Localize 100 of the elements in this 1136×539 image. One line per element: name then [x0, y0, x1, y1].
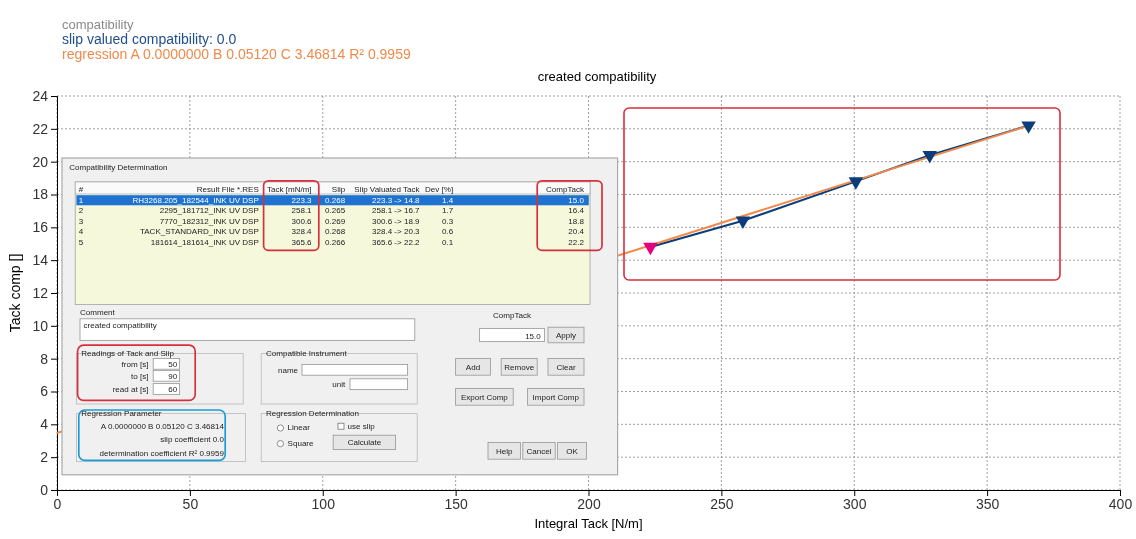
text: slip valued compatibility: 0.0	[62, 31, 237, 47]
text: compatibility	[62, 17, 135, 32]
point	[922, 150, 937, 164]
y-tick-label: 24	[32, 87, 49, 104]
y-axis-title: Tack comp []	[7, 253, 23, 333]
y-tick-label: 22	[32, 120, 49, 137]
annotation: 15.0	[525, 331, 542, 341]
y-tick-label: 14	[32, 252, 49, 269]
annotation: #	[78, 184, 84, 194]
y-tick-label: 4	[40, 416, 49, 433]
x-tick-label: 250	[710, 495, 734, 512]
x-tick-label: 0	[53, 495, 62, 512]
annotation: Slip	[331, 184, 346, 194]
annotation: 0.268	[325, 227, 346, 237]
annotation: 18.8	[568, 216, 585, 226]
annotation: Comment	[80, 308, 116, 318]
annotation: 5	[78, 237, 84, 247]
annotation: 15.0	[568, 196, 585, 205]
annotation: 365.6 -> 22.2	[372, 237, 421, 247]
y-tick-label: 12	[32, 284, 49, 301]
annotation: 20.4	[568, 227, 585, 237]
annotation: 2	[78, 206, 84, 216]
annotation: 300.6	[291, 216, 313, 226]
annotation: 1	[78, 196, 84, 205]
x-tick-label: 100	[311, 495, 336, 512]
annotation: 223.3 -> 14.8	[372, 196, 421, 205]
y-tick-label: 2	[40, 449, 49, 466]
chart-title: created compatibility	[537, 69, 657, 84]
y-tick-label: 16	[32, 219, 49, 236]
annotation: 3	[78, 216, 84, 226]
annotation: Regression Parameter	[81, 409, 162, 418]
annotation: Clear	[556, 362, 576, 372]
annotation: name	[278, 365, 299, 375]
annotation: 0.269	[325, 216, 346, 226]
annotation: 0.1	[442, 237, 454, 247]
y-tick-label: 0	[40, 481, 49, 498]
annotation: Readings of Tack and Slip	[81, 349, 175, 358]
annotation: 0.3	[442, 216, 454, 226]
x-axis-title: Integral Tack [N/m]	[534, 516, 643, 531]
annotation: 181614_181614_INK UV DSP	[150, 237, 259, 247]
annotation: 300.6 -> 18.9	[372, 216, 421, 226]
annotation: Calculate	[347, 438, 382, 448]
annotation: Result File *.RES	[196, 184, 259, 194]
annotation: 328.4 -> 20.3	[372, 227, 421, 237]
annotation: 16.4	[568, 206, 585, 216]
annotation: CompTack	[493, 310, 532, 320]
annotation: Cancel	[526, 446, 552, 456]
annotation: 50	[168, 359, 178, 369]
annotation: to [s]	[130, 371, 149, 381]
annotation: 328.4	[291, 227, 313, 237]
annotation: 0.268	[325, 196, 346, 205]
annotation: Export Comp	[460, 392, 509, 402]
annotation: Apply	[555, 330, 577, 340]
annotation: 90	[168, 371, 178, 381]
annotation: 7770_182312_INK UV DSP	[159, 216, 259, 226]
annotation: CompTack	[546, 184, 585, 194]
x-tick-label: 50	[182, 495, 199, 512]
annotation: 0.6	[442, 227, 454, 237]
annotation: Help	[495, 446, 513, 456]
annotation: 365.6	[291, 237, 313, 247]
point	[1021, 121, 1036, 134]
annotation: RH3268.205_182544_INK UV DSP	[132, 196, 259, 205]
annotation: 4	[78, 227, 84, 237]
annotation: A 0.0000000 B 0.05120 C 3.46814	[100, 422, 225, 432]
x-tick-label: 300	[843, 495, 867, 512]
annotation: Add	[465, 362, 481, 372]
annotation: Slip Valuated Tack	[354, 184, 421, 194]
annotation: 0.265	[325, 206, 346, 216]
annotation: 0.266	[325, 237, 346, 247]
annotation: Regression Determination	[266, 409, 359, 418]
annotation: Square	[287, 439, 315, 448]
x-tick-label: 350	[975, 495, 1000, 512]
annotation: Linear	[287, 423, 311, 433]
y-tick-label: 20	[32, 153, 49, 170]
annotation: use slip	[347, 422, 376, 432]
annotation: created compatibility	[83, 321, 157, 331]
annotation: TACK_STANDARD_INK UV DSP	[139, 227, 259, 237]
annotation: 258.1	[291, 206, 313, 216]
annotation: read at [s]	[112, 385, 149, 394]
annotation: Tack [mN/m]	[266, 184, 312, 194]
annotation: from [s]	[121, 359, 149, 369]
annotation: 60	[168, 385, 178, 394]
x-tick-label: 200	[577, 495, 601, 512]
annotation: 258.1 -> 16.7	[372, 206, 421, 216]
y-tick-label: 10	[32, 317, 49, 334]
annotation: Remove	[504, 362, 535, 372]
annotation: 22.2	[568, 237, 585, 247]
text: regression A 0.0000000 B 0.05120 C 3.46814 R² 0.9959	[62, 46, 411, 62]
annotation: slip coefficient 0.0	[160, 435, 225, 445]
x-tick-label: 150	[444, 495, 469, 512]
annotation: Dev [%]	[425, 184, 454, 194]
annotation: determination coefficient R² 0.9959	[99, 448, 225, 458]
y-tick-label: 8	[40, 350, 49, 367]
annotation: Compatible Instrument	[266, 349, 348, 358]
y-tick-label: 18	[32, 186, 49, 203]
point	[735, 216, 751, 230]
x-tick-label: 400	[1108, 495, 1133, 512]
annotation: 1.7	[442, 206, 454, 216]
y-tick-label: 6	[40, 383, 49, 400]
point	[643, 242, 658, 256]
